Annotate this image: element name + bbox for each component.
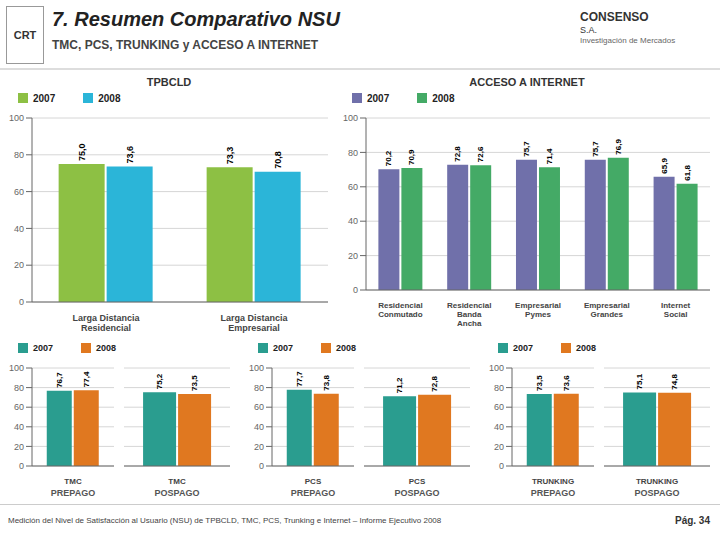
svg-text:20: 20 bbox=[14, 260, 24, 270]
html-text:TMC, PCS, TRUNKING y ACCESO A: TMC, PCS, TRUNKING y ACCESO A INTERNET bbox=[52, 38, 318, 52]
svg-text:65,9: 65,9 bbox=[660, 158, 669, 174]
html-text:2007: 2007 bbox=[273, 343, 293, 353]
svg-text:75,2: 75,2 bbox=[155, 373, 164, 389]
svg-text:73,6: 73,6 bbox=[125, 146, 135, 164]
html-text:2008: 2008 bbox=[336, 343, 357, 353]
svg-text:TRUNKING: TRUNKING bbox=[532, 477, 574, 486]
svg-text:100: 100 bbox=[249, 363, 264, 373]
svg-text:100: 100 bbox=[489, 363, 504, 373]
svg-text:70,8: 70,8 bbox=[273, 151, 283, 169]
svg-text:74,8: 74,8 bbox=[670, 374, 679, 390]
svg-text:0: 0 bbox=[259, 461, 264, 471]
svg-text:20: 20 bbox=[348, 251, 358, 261]
svg-text:73,5: 73,5 bbox=[190, 375, 199, 391]
svg-text:40: 40 bbox=[14, 422, 24, 432]
svg-text:100: 100 bbox=[343, 113, 358, 123]
svg-text:0: 0 bbox=[19, 297, 24, 307]
svg-text:TMC: TMC bbox=[64, 477, 82, 486]
svg-text:20: 20 bbox=[494, 442, 504, 452]
svg-text:75,7: 75,7 bbox=[591, 141, 600, 157]
svg-text:40: 40 bbox=[348, 216, 358, 226]
svg-text:POSPAGO: POSPAGO bbox=[155, 488, 200, 498]
html-text:Medición del Nivel de Satisfac: Medición del Nivel de Satisfacción al Us… bbox=[8, 516, 442, 525]
svg-text:73,6: 73,6 bbox=[562, 375, 571, 391]
svg-text:80: 80 bbox=[348, 148, 358, 158]
svg-text:60: 60 bbox=[14, 187, 24, 197]
svg-text:80: 80 bbox=[494, 383, 504, 393]
svg-text:40: 40 bbox=[14, 224, 24, 234]
svg-text:0: 0 bbox=[353, 285, 358, 295]
html-text:CONSENSO: CONSENSO bbox=[580, 10, 649, 24]
svg-text:80: 80 bbox=[254, 383, 264, 393]
svg-text:POSPAGO: POSPAGO bbox=[395, 488, 440, 498]
svg-text:61,8: 61,8 bbox=[683, 165, 692, 181]
html-text:2007: 2007 bbox=[367, 92, 390, 104]
html-text:Pág. 34: Pág. 34 bbox=[675, 515, 710, 526]
svg-text:TRUNKING: TRUNKING bbox=[636, 477, 678, 486]
svg-text:PCS: PCS bbox=[409, 477, 426, 486]
svg-text:ResidencialConmutado: ResidencialConmutado bbox=[378, 301, 423, 319]
svg-text:72,8: 72,8 bbox=[453, 146, 462, 162]
html-text:2008: 2008 bbox=[576, 343, 597, 353]
svg-text:60: 60 bbox=[348, 182, 358, 192]
svg-text:0: 0 bbox=[19, 461, 24, 471]
svg-text:60: 60 bbox=[254, 402, 264, 412]
svg-text:POSPAGO: POSPAGO bbox=[635, 488, 680, 498]
svg-text:75,0: 75,0 bbox=[77, 143, 87, 161]
html-text:CRT: CRT bbox=[13, 29, 37, 41]
svg-text:PREPAGO: PREPAGO bbox=[531, 488, 575, 498]
svg-text:71,2: 71,2 bbox=[395, 377, 404, 393]
svg-text:InternetSocial: InternetSocial bbox=[661, 301, 691, 319]
svg-text:77,4: 77,4 bbox=[82, 371, 91, 387]
svg-text:EmpresarialGrandes: EmpresarialGrandes bbox=[584, 301, 630, 319]
svg-text:100: 100 bbox=[9, 113, 24, 123]
svg-text:Larga DistanciaResidencial: Larga DistanciaResidencial bbox=[72, 313, 140, 333]
svg-text:80: 80 bbox=[14, 383, 24, 393]
svg-text:72,6: 72,6 bbox=[476, 146, 485, 162]
svg-text:70,9: 70,9 bbox=[407, 149, 416, 165]
svg-text:20: 20 bbox=[254, 442, 264, 452]
html-text:ACCESO A INTERNET: ACCESO A INTERNET bbox=[469, 76, 585, 88]
svg-text:60: 60 bbox=[14, 402, 24, 412]
svg-text:40: 40 bbox=[254, 422, 264, 432]
html-text:2007: 2007 bbox=[33, 92, 56, 104]
svg-text:100: 100 bbox=[9, 363, 24, 373]
svg-text:76,7: 76,7 bbox=[55, 372, 64, 388]
svg-text:40: 40 bbox=[494, 422, 504, 432]
html-text:2008: 2008 bbox=[432, 92, 455, 104]
html-text:S.A.: S.A. bbox=[580, 25, 597, 35]
svg-text:71,4: 71,4 bbox=[545, 148, 554, 164]
svg-text:PCS: PCS bbox=[305, 477, 322, 486]
svg-text:ResidencialBandaAncha: ResidencialBandaAncha bbox=[447, 301, 491, 328]
html-text:2008: 2008 bbox=[98, 92, 121, 104]
svg-text:80: 80 bbox=[14, 150, 24, 160]
svg-text:73,5: 73,5 bbox=[535, 375, 544, 391]
svg-text:0: 0 bbox=[499, 461, 504, 471]
svg-text:PREPAGO: PREPAGO bbox=[51, 488, 95, 498]
svg-text:Larga DistanciaEmpresarial: Larga DistanciaEmpresarial bbox=[220, 313, 288, 333]
html-text:TPBCLD: TPBCLD bbox=[146, 76, 192, 88]
svg-text:73,8: 73,8 bbox=[322, 375, 331, 391]
html-text:2007: 2007 bbox=[33, 343, 53, 353]
html-text:Investigación de Mercados: Investigación de Mercados bbox=[580, 36, 676, 46]
svg-text:75,7: 75,7 bbox=[522, 141, 531, 157]
html-text:2008: 2008 bbox=[96, 343, 117, 353]
svg-text:PREPAGO: PREPAGO bbox=[291, 488, 335, 498]
html-text:2007: 2007 bbox=[513, 343, 533, 353]
svg-text:73,3: 73,3 bbox=[225, 147, 235, 165]
svg-text:77,7: 77,7 bbox=[295, 371, 304, 387]
svg-text:75,1: 75,1 bbox=[635, 373, 644, 389]
svg-text:EmpresarialPymes: EmpresarialPymes bbox=[515, 301, 561, 319]
svg-text:76,9: 76,9 bbox=[614, 139, 623, 155]
svg-text:60: 60 bbox=[494, 402, 504, 412]
svg-text:TMC: TMC bbox=[168, 477, 186, 486]
svg-text:20: 20 bbox=[14, 442, 24, 452]
svg-text:72,8: 72,8 bbox=[430, 376, 439, 392]
html-text:7. Resumen Comparativo NSU: 7. Resumen Comparativo NSU bbox=[52, 8, 340, 30]
svg-text:70,2: 70,2 bbox=[384, 150, 393, 166]
